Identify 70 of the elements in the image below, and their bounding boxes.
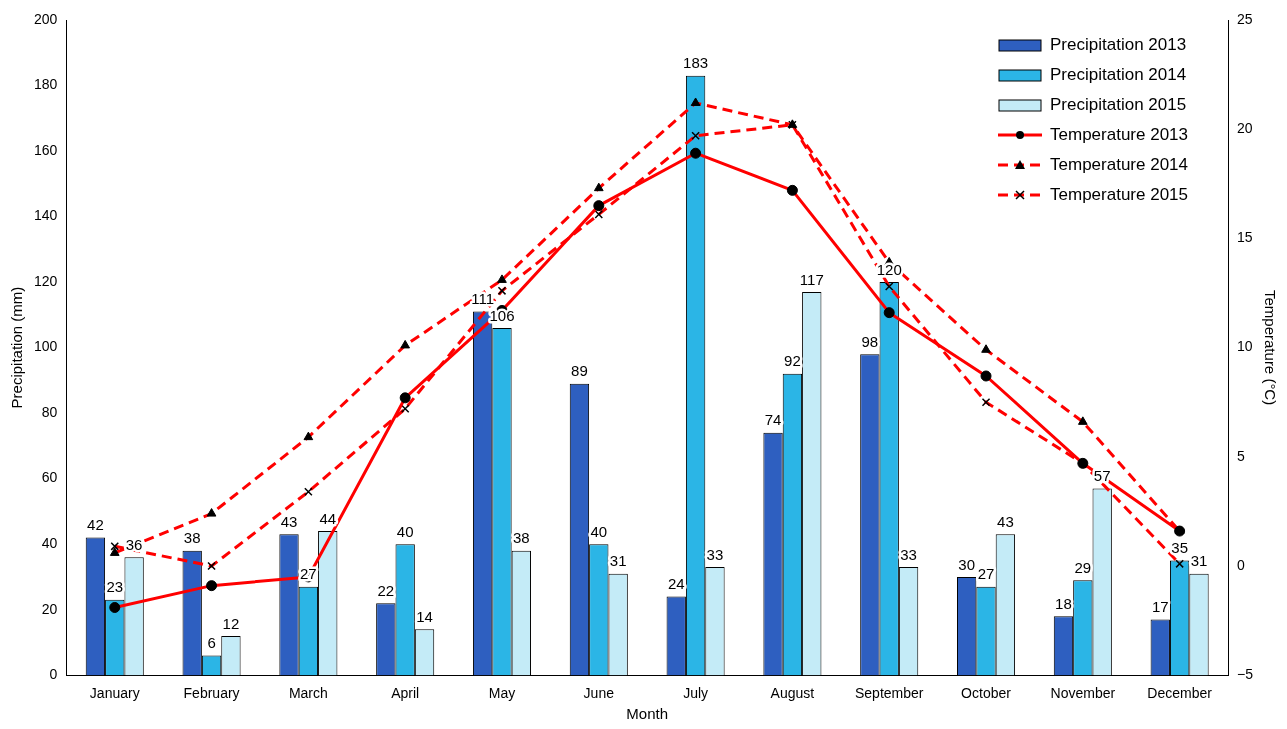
data-label: 89 [571,362,588,380]
data-label: 23 [106,578,124,596]
data-label: 22 [377,581,395,599]
legend-label: Precipitation 2015 [1050,95,1187,115]
y-tick-label: 0 [49,666,58,683]
x-tick-label: May [488,685,516,702]
y2-tick-label: 5 [1237,447,1246,464]
data-label: 117 [799,270,824,288]
y-tick-label: 80 [41,403,58,420]
data-label: 98 [861,332,879,350]
data-label: 111 [471,290,495,308]
data-label: 31 [609,552,627,570]
y2-tick-label: 10 [1237,338,1253,355]
y-tick-label: 160 [34,141,58,158]
y-tick-label: 120 [34,272,58,289]
x-tick-label: December [1147,685,1213,702]
data-label: 183 [683,54,709,72]
y-tick-label: 180 [34,76,58,93]
y-tick-label: 60 [41,469,58,486]
legend-label: Temperature 2013 [1050,125,1189,145]
y-axis-title: Precipitation (mm) [8,286,26,409]
data-label: 38 [183,529,201,547]
x-tick-label: January [89,685,140,702]
y2-tick-label: −5 [1237,666,1254,683]
x-tick-label: November [1050,685,1116,702]
y-tick-label: 20 [41,600,58,617]
data-label: 24 [667,575,685,593]
x-tick-label: October [961,685,1012,702]
x-tick-label: April [391,685,420,702]
data-label: 6 [207,634,216,652]
data-label: 35 [1171,539,1188,557]
data-label: 40 [396,522,414,540]
data-label: 27 [977,565,995,583]
x-tick-label: March [288,685,328,702]
data-label: 43 [280,512,298,530]
x-tick-label: June [583,685,615,702]
y2-tick-label: 0 [1237,556,1246,573]
data-label: 33 [900,545,917,563]
data-label: 14 [416,607,433,625]
data-label: 31 [1190,552,1208,570]
y-tick-label: 140 [34,207,58,224]
legend-label: Temperature 2014 [1050,155,1189,175]
x-axis-title: Month [626,705,669,723]
data-label: 92 [784,352,801,370]
data-label: 43 [997,512,1014,530]
data-label: 30 [958,555,975,573]
x-tick-label: February [183,685,240,702]
data-label: 18 [1055,594,1072,612]
data-label: 17 [1151,598,1169,616]
y-tick-label: 100 [34,338,58,355]
data-label: 38 [513,529,530,547]
data-label: 40 [590,522,608,540]
data-label: 29 [1074,558,1092,576]
legend-label: Temperature 2015 [1050,185,1189,205]
x-tick-label: July [683,685,709,702]
y2-tick-label: 15 [1237,229,1253,246]
data-label: 74 [764,411,782,429]
y2-tick-label: 20 [1237,120,1253,137]
data-label: 44 [319,509,337,527]
legend-label: Precipitation 2014 [1050,65,1187,85]
legend-label: Precipitation 2013 [1050,35,1187,55]
x-tick-label: August [770,685,815,702]
y-tick-label: 40 [41,535,58,552]
data-label: 12 [222,614,240,632]
x-tick-label: September [854,685,924,702]
y2-axis-title: Temperature (°C) [1261,290,1279,406]
data-label: 33 [706,545,724,563]
y-tick-label: 200 [34,10,58,27]
y2-tick-label: 25 [1237,10,1253,27]
data-label: 42 [87,516,104,534]
